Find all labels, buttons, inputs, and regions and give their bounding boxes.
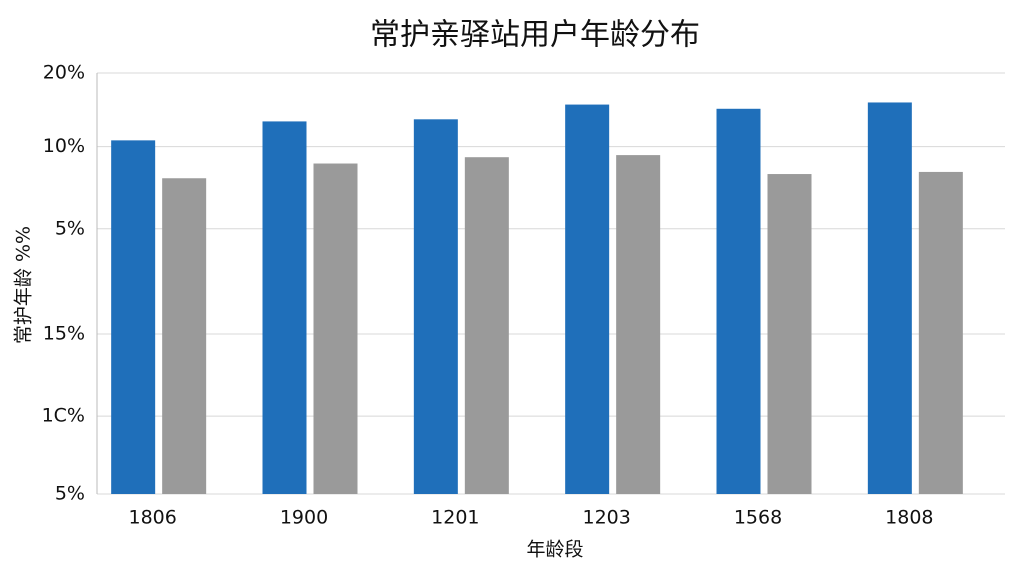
x-tick-label: 1900 xyxy=(280,507,328,529)
bar xyxy=(464,157,509,494)
y-tick-label: 15% xyxy=(43,323,85,345)
bar xyxy=(162,178,207,494)
y-tick-label: 5% xyxy=(55,217,85,239)
y-tick-label: 1C% xyxy=(42,405,85,427)
bar xyxy=(413,119,458,494)
bar xyxy=(616,155,661,494)
bar xyxy=(918,171,963,494)
bar xyxy=(867,102,912,494)
y-tick-label: 5% xyxy=(55,483,85,505)
y-tick-label: 20% xyxy=(43,62,85,84)
y-axis-label: 常护年龄 %% xyxy=(13,226,35,344)
bar xyxy=(716,108,761,494)
bar xyxy=(767,174,812,495)
x-tick-label: 1568 xyxy=(734,507,782,529)
x-tick-label: 1203 xyxy=(582,507,630,529)
bar xyxy=(313,163,358,494)
y-tick-label: 10% xyxy=(43,135,85,157)
x-tick-label: 1806 xyxy=(128,507,176,529)
chart-title: 常护亲驿站用户年龄分布 xyxy=(370,18,700,53)
x-tick-label: 1808 xyxy=(885,507,933,529)
bar xyxy=(565,104,610,494)
bar xyxy=(111,140,156,495)
x-tick-label: 1201 xyxy=(431,507,479,529)
bar xyxy=(262,121,307,494)
x-axis-label: 年龄段 xyxy=(526,539,583,561)
